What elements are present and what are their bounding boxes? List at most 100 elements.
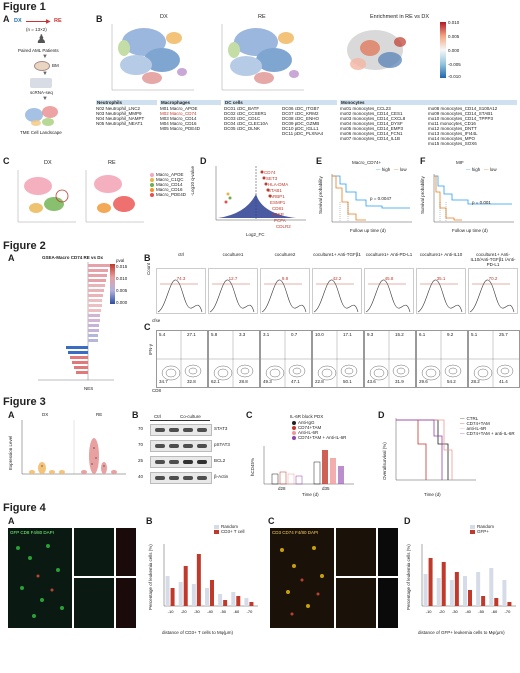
wb-band bbox=[197, 460, 207, 464]
gene-label: SET3 bbox=[266, 176, 278, 181]
quadrant-percentage: 3.1 bbox=[263, 332, 270, 337]
arrow-down-icon-3: ▼ bbox=[42, 96, 48, 102]
histogram-percentage: 42.2 bbox=[332, 276, 342, 281]
legend-text: GFP+ bbox=[477, 529, 489, 534]
legend-item: mo06 monocytes_CD14_FCN1 bbox=[340, 131, 403, 136]
xtick: -10 bbox=[168, 609, 175, 614]
legend-swatch: — bbox=[484, 167, 489, 172]
bar-random bbox=[449, 580, 454, 606]
figure2-title: Figure 2 bbox=[3, 240, 46, 252]
wb-band bbox=[183, 444, 193, 448]
histogram-plot bbox=[208, 268, 258, 314]
wb-marker: 70 bbox=[138, 426, 144, 431]
fig4c-cells bbox=[280, 546, 324, 616]
bar-group bbox=[428, 558, 433, 606]
quadrant-percentage: 17.1 bbox=[343, 332, 352, 337]
bar-group bbox=[196, 554, 201, 606]
fig1-panel-b-label: B bbox=[96, 14, 103, 24]
bar-random bbox=[165, 576, 170, 606]
arrow-down-icon: ▼ bbox=[42, 54, 48, 60]
fig4b-legend-row: CD3+ T cell bbox=[214, 529, 260, 534]
quadrant-percentage: 34.7 bbox=[159, 379, 168, 384]
histogram-percentage: 74.3 bbox=[176, 276, 186, 281]
legend-head-neutrophils: Neutrophils bbox=[96, 100, 157, 105]
fig4c-micrograph-zoom1 bbox=[336, 528, 376, 576]
bar-group bbox=[454, 572, 459, 606]
cfse-histogram-2: coculture2 9.8 bbox=[260, 252, 310, 316]
legend-text: CD74+TAM bbox=[298, 425, 322, 430]
xtick: -10 bbox=[426, 609, 433, 614]
flow-contours bbox=[469, 331, 519, 387]
fig4a-micrograph-zoom4 bbox=[116, 578, 136, 628]
umap-re-plot bbox=[221, 24, 304, 91]
bar-group bbox=[236, 596, 241, 606]
wb-band bbox=[169, 476, 179, 480]
figure1-title: Figure 1 bbox=[3, 1, 46, 13]
cfse-histogram-4: coculture1+ Anti-PD-L1 45.8 bbox=[364, 252, 414, 316]
legend-text: Macro_CD16 bbox=[156, 187, 183, 192]
macro-umap-dx bbox=[17, 170, 76, 223]
bar-random bbox=[463, 576, 467, 606]
flow-plots: 5.4 27.1 34.7 32.8 5.8 3.3 62.1 28.8 3.1 0.7 49.… bbox=[156, 330, 520, 388]
wb-lane bbox=[150, 472, 212, 484]
fig3-panel-c-label: C bbox=[246, 410, 253, 420]
wb-header-line bbox=[150, 420, 210, 421]
legend-text: Macro_C1QC bbox=[156, 177, 184, 182]
macro-legend-row: Macro_PDE4D bbox=[150, 192, 196, 197]
fig4-panel-b-label: B bbox=[146, 516, 153, 526]
quadrant-percentage: 43.6 bbox=[367, 379, 376, 384]
wb-lane bbox=[150, 424, 212, 436]
legend-dot bbox=[292, 435, 296, 440]
bar-random bbox=[423, 574, 428, 606]
histogram-condition-label: ctrl bbox=[178, 252, 184, 257]
legend-item: DC05 cDC_DLNK bbox=[224, 126, 261, 131]
histogram-percentage: 70.2 bbox=[488, 276, 498, 281]
pval-tick: 0.000 bbox=[116, 300, 128, 305]
violin-dx: DX bbox=[42, 412, 49, 417]
bar-group bbox=[183, 566, 188, 606]
km-f-title: MIF bbox=[456, 160, 464, 165]
fig1-panel-f-label: F bbox=[420, 156, 426, 166]
quadrant-percentage: 6.1 bbox=[419, 332, 426, 337]
wb-band-label: STAT3 bbox=[214, 426, 228, 431]
legend-item: N03 Neutrophil_MMP9 bbox=[96, 111, 142, 116]
wb-band bbox=[197, 476, 207, 480]
bar-random bbox=[178, 582, 183, 606]
histogram-plot bbox=[468, 268, 518, 314]
fig4c-micrograph-zoom3 bbox=[378, 528, 398, 576]
bar-random bbox=[191, 584, 196, 606]
umap-dx-title: DX bbox=[160, 14, 168, 20]
flow-plot-6: 5.1 25.7 28.2 41.4 bbox=[468, 330, 520, 388]
xtick: -70 bbox=[505, 609, 512, 614]
flow-contours bbox=[209, 331, 259, 387]
legend-item: N04 Neutrophil_NAMPT bbox=[96, 116, 145, 121]
xtick: -30 bbox=[194, 609, 201, 614]
legend-swatch bbox=[214, 524, 219, 529]
gsea-positive-bars bbox=[88, 264, 110, 342]
arrow-line bbox=[26, 21, 48, 22]
bm-label: BM bbox=[52, 63, 59, 68]
gsea-title: GSEA-Macro CD74 RE vs Dx bbox=[42, 255, 104, 260]
bar-random bbox=[205, 588, 209, 606]
legend-item: mo09 monocytes_CD14_STAB1 bbox=[428, 111, 493, 116]
scrna-label: scRNA-seq bbox=[30, 90, 53, 95]
sequencer-icon bbox=[30, 78, 52, 88]
fig4a-micrograph-zoom2 bbox=[74, 578, 114, 628]
legend-dot bbox=[150, 172, 154, 177]
fig4b-ylabel: Percentage of leukemia cells (%) bbox=[148, 544, 153, 610]
colorbar-tick-1: 0.010 bbox=[448, 20, 460, 25]
volcano-plot bbox=[215, 166, 306, 221]
legend-item: mo10 monocytes_CD14_TPPP3 bbox=[428, 116, 494, 121]
legend-head-dc: DC cells bbox=[224, 100, 337, 105]
km-f-xlabel: Follow up time (d) bbox=[452, 228, 488, 233]
legend-text: CD74+TAM bbox=[466, 421, 490, 426]
legend-item: DC07 cDC_KRM2 bbox=[282, 111, 319, 116]
fig4d-legend-row: GFP+ bbox=[470, 529, 516, 534]
bar-group bbox=[223, 600, 228, 606]
macro-legend-row: Macro_C1QC bbox=[150, 177, 196, 182]
gsea-bar-chart bbox=[38, 262, 114, 381]
figure4-title: Figure 4 bbox=[3, 502, 46, 514]
km-f-ylabel: Survival probability bbox=[420, 176, 425, 214]
quadrant-percentage: 62.1 bbox=[211, 379, 220, 384]
fig4d-ylabel: Percentage of leukemia cells (%) bbox=[406, 544, 411, 610]
